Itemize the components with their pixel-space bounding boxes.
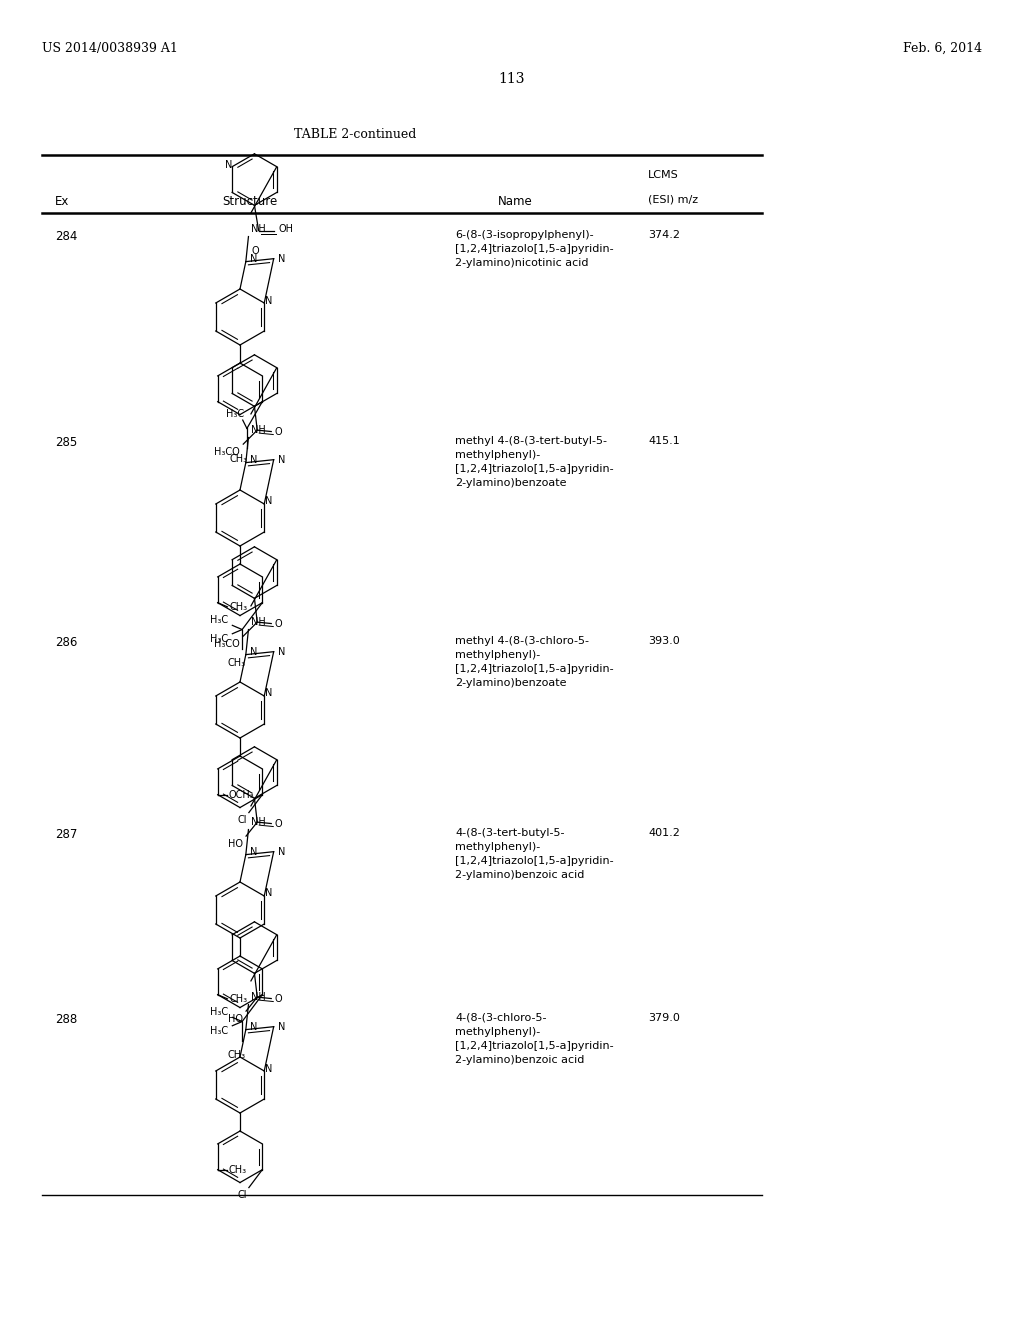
Text: HO: HO	[228, 1014, 243, 1024]
Text: H₃C: H₃C	[225, 409, 244, 420]
Text: O: O	[274, 818, 282, 829]
Text: 287: 287	[55, 828, 78, 841]
Text: O: O	[252, 246, 259, 256]
Text: H₃C: H₃C	[210, 1027, 228, 1036]
Text: CH₃: CH₃	[229, 994, 248, 1005]
Text: HO: HO	[228, 840, 243, 849]
Text: Ex: Ex	[55, 195, 70, 209]
Text: US 2014/0038939 A1: US 2014/0038939 A1	[42, 42, 178, 55]
Text: 6-(8-(3-isopropylphenyl)-
[1,2,4]triazolo[1,5-a]pyridin-
2-ylamino)nicotinic aci: 6-(8-(3-isopropylphenyl)- [1,2,4]triazol…	[455, 230, 613, 268]
Text: (ESI) m/z: (ESI) m/z	[648, 195, 698, 205]
Text: LCMS: LCMS	[648, 170, 679, 180]
Text: H₃C: H₃C	[210, 635, 228, 644]
Text: NH: NH	[252, 223, 266, 234]
Text: H₃CO: H₃CO	[214, 447, 241, 457]
Text: H₃C: H₃C	[210, 615, 228, 624]
Text: Cl: Cl	[238, 1189, 247, 1200]
Text: NH: NH	[252, 425, 266, 434]
Text: N: N	[278, 454, 285, 465]
Text: Name: Name	[498, 195, 532, 209]
Text: methyl 4-(8-(3-tert-butyl-5-
methylphenyl)-
[1,2,4]triazolo[1,5-a]pyridin-
2-yla: methyl 4-(8-(3-tert-butyl-5- methylpheny…	[455, 436, 613, 488]
Text: H₃C: H₃C	[210, 1007, 228, 1016]
Text: NH: NH	[252, 616, 266, 627]
Text: N: N	[250, 846, 257, 857]
Text: Structure: Structure	[222, 195, 278, 209]
Text: H₃CO: H₃CO	[214, 639, 241, 649]
Text: 379.0: 379.0	[648, 1012, 680, 1023]
Text: N: N	[265, 689, 272, 698]
Text: 415.1: 415.1	[648, 436, 680, 446]
Text: 401.2: 401.2	[648, 828, 680, 838]
Text: OCH₃: OCH₃	[229, 789, 255, 800]
Text: 284: 284	[55, 230, 78, 243]
Text: Feb. 6, 2014: Feb. 6, 2014	[903, 42, 982, 55]
Text: CH₃: CH₃	[229, 1164, 247, 1175]
Text: O: O	[274, 994, 282, 1003]
Text: 285: 285	[55, 436, 77, 449]
Text: 4-(8-(3-tert-butyl-5-
methylphenyl)-
[1,2,4]triazolo[1,5-a]pyridin-
2-ylamino)be: 4-(8-(3-tert-butyl-5- methylphenyl)- [1,…	[455, 828, 613, 880]
Text: 4-(8-(3-chloro-5-
methylphenyl)-
[1,2,4]triazolo[1,5-a]pyridin-
2-ylamino)benzoi: 4-(8-(3-chloro-5- methylphenyl)- [1,2,4]…	[455, 1012, 613, 1065]
Text: N: N	[278, 253, 285, 264]
Text: 374.2: 374.2	[648, 230, 680, 240]
Text: CH₃: CH₃	[227, 657, 246, 668]
Text: 286: 286	[55, 636, 78, 649]
Text: N: N	[225, 160, 232, 170]
Text: N: N	[250, 253, 257, 264]
Text: O: O	[274, 619, 282, 628]
Text: 288: 288	[55, 1012, 77, 1026]
Text: O: O	[274, 426, 282, 437]
Text: methyl 4-(8-(3-chloro-5-
methylphenyl)-
[1,2,4]triazolo[1,5-a]pyridin-
2-ylamino: methyl 4-(8-(3-chloro-5- methylphenyl)- …	[455, 636, 613, 688]
Text: 393.0: 393.0	[648, 636, 680, 645]
Text: CH₃: CH₃	[229, 454, 248, 463]
Text: N: N	[250, 647, 257, 656]
Text: N: N	[278, 647, 285, 656]
Text: NH: NH	[252, 991, 266, 1002]
Text: 113: 113	[499, 73, 525, 86]
Text: Cl: Cl	[238, 814, 247, 825]
Text: N: N	[278, 1022, 285, 1032]
Text: N: N	[250, 454, 257, 465]
Text: N: N	[278, 846, 285, 857]
Text: N: N	[265, 496, 272, 507]
Text: N: N	[265, 296, 272, 305]
Text: CH₃: CH₃	[227, 1049, 246, 1060]
Text: N: N	[265, 1064, 272, 1073]
Text: NH: NH	[252, 817, 266, 826]
Text: N: N	[250, 1022, 257, 1032]
Text: CH₃: CH₃	[229, 602, 248, 612]
Text: OH: OH	[279, 223, 293, 234]
Text: N: N	[265, 888, 272, 899]
Text: TABLE 2-continued: TABLE 2-continued	[294, 128, 416, 141]
